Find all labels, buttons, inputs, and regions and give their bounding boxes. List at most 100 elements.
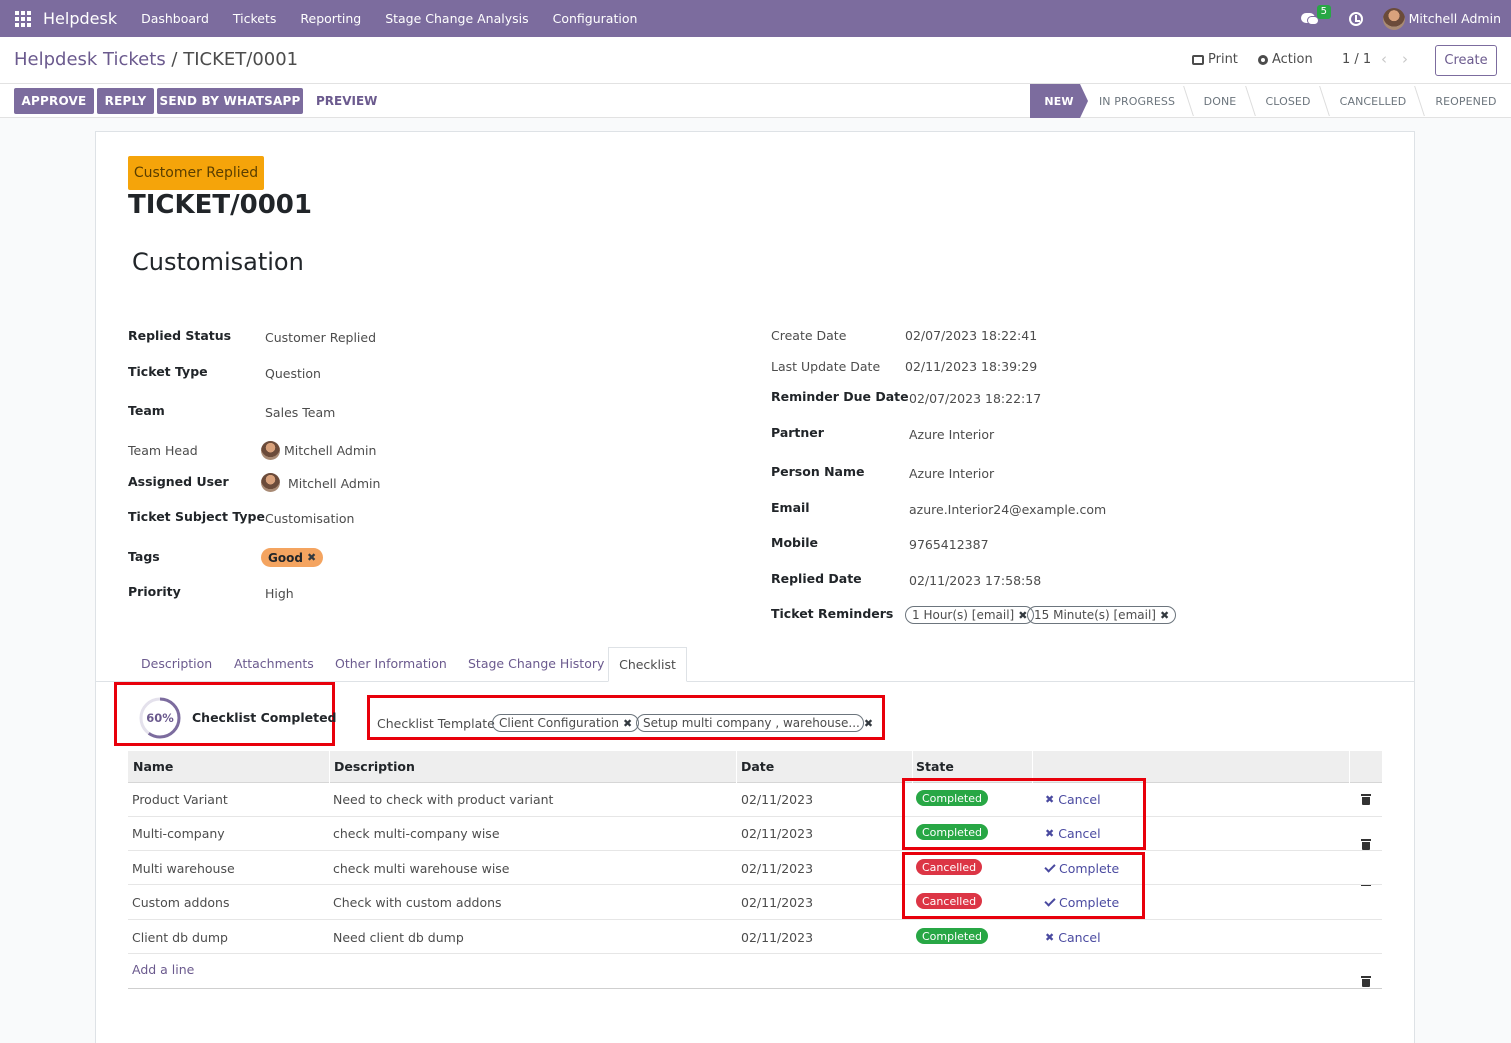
table-row[interactable] [128, 817, 1382, 851]
row-name[interactable]: Custom addons [132, 895, 230, 910]
user-avatar[interactable] [1382, 7, 1405, 30]
stage-cancelled[interactable]: CANCELLED [1339, 94, 1407, 108]
print-button[interactable]: Print [1192, 52, 1238, 67]
priority-value[interactable]: High [265, 586, 294, 601]
last-update-value: 02/11/2023 18:39:29 [905, 359, 1038, 374]
table-row[interactable] [128, 886, 1382, 920]
cancel-label: Cancel [1058, 930, 1101, 945]
checklist-table-header [128, 751, 1382, 783]
replied-status-value[interactable]: Customer Replied [265, 330, 377, 345]
row-name[interactable]: Multi warehouse [132, 861, 235, 876]
menu-dashboard[interactable]: Dashboard [141, 11, 209, 26]
stage-in-progress[interactable]: IN PROGRESS [1098, 94, 1176, 108]
send-by-whatsapp-button[interactable]: SEND BY WHATSAPP [157, 88, 303, 114]
reply-button[interactable]: REPLY [97, 88, 154, 114]
trash-icon[interactable] [1361, 839, 1371, 850]
stage-reopened[interactable]: REOPENED [1435, 94, 1497, 108]
row-date[interactable]: 02/11/2023 [741, 930, 814, 945]
pager-value[interactable]: 1 / 1 [1342, 52, 1372, 67]
reminder-remove-icon[interactable]: ✖ [1159, 608, 1170, 622]
apps-menu-icon[interactable] [15, 10, 31, 27]
template-remove-icon[interactable]: ✖ [622, 716, 633, 730]
reminder-remove-icon[interactable]: ✖ [1018, 608, 1028, 622]
tab-checklist[interactable]: Checklist [608, 647, 687, 682]
app-brand[interactable]: Helpdesk [43, 9, 118, 28]
ticket-subject[interactable]: Customisation [132, 248, 304, 276]
row-description[interactable]: Check with custom addons [333, 895, 502, 910]
assigned-user-value[interactable]: Mitchell Admin [288, 476, 381, 491]
tab-stage-change-history[interactable]: Stage Change History [468, 656, 605, 671]
person-name-value[interactable]: Azure Interior [909, 466, 995, 481]
menu-reporting[interactable]: Reporting [300, 11, 362, 26]
partner-value[interactable]: Azure Interior [909, 427, 995, 442]
stage-new[interactable]: NEW [1030, 84, 1088, 118]
ticket-subject-type-value[interactable]: Customisation [265, 511, 355, 526]
tab-other-information[interactable]: Other Information [335, 656, 447, 671]
column-description[interactable]: Description [334, 759, 415, 774]
complete-button[interactable]: Complete [1044, 861, 1119, 876]
messages-icon[interactable]: 5 [1300, 4, 1331, 27]
approve-button[interactable]: APPROVE [14, 88, 94, 114]
breadcrumb-parent[interactable]: Helpdesk Tickets [14, 49, 166, 70]
replied-date-value[interactable]: 02/11/2023 17:58:58 [909, 573, 1042, 588]
tag-remove-icon[interactable]: ✖ [306, 551, 317, 564]
user-menu[interactable]: Mitchell Admin [1408, 11, 1501, 26]
table-row[interactable] [128, 783, 1382, 817]
tab-description[interactable]: Description [141, 656, 213, 671]
row-description[interactable]: Need to check with product variant [333, 792, 554, 807]
pager-next-icon[interactable]: › [1402, 50, 1408, 68]
row-name[interactable]: Multi-company [132, 826, 225, 841]
state-badge-completed: Completed [916, 790, 988, 806]
template-remove-icon[interactable]: ✖ [863, 716, 874, 730]
pager-previous-icon[interactable]: ‹ [1381, 50, 1387, 68]
menu-tickets[interactable]: Tickets [232, 11, 277, 26]
highlight-box-cancelled-states [902, 852, 1145, 919]
messages-count-badge: 5 [1316, 4, 1331, 19]
cancel-button[interactable]: ✖ Cancel [1045, 930, 1101, 945]
ticket-number: TICKET/0001 [128, 190, 312, 220]
add-line-link[interactable]: Add a line [132, 962, 195, 977]
form-statusbar: APPROVE REPLY SEND BY WHATSAPP PREVIEW N… [0, 84, 1511, 118]
mobile-value[interactable]: 9765412387 [909, 537, 989, 552]
row-date[interactable]: 02/11/2023 [741, 861, 814, 876]
cancel-button[interactable]: ✖ Cancel [1045, 792, 1101, 807]
cancel-button[interactable]: ✖ Cancel [1045, 826, 1101, 841]
preview-button[interactable]: PREVIEW [316, 94, 378, 108]
trash-icon[interactable] [1361, 976, 1371, 987]
x-icon: ✖ [1045, 793, 1055, 806]
email-value[interactable]: azure.Interior24@example.com [909, 502, 1107, 517]
template-tag-label: Setup multi company , warehouse... [643, 716, 860, 730]
row-date[interactable]: 02/11/2023 [741, 895, 814, 910]
row-description[interactable]: Need client db dump [333, 930, 464, 945]
row-description[interactable]: check multi warehouse wise [333, 861, 510, 876]
breadcrumb-separator: / [165, 49, 184, 70]
table-row[interactable] [128, 851, 1382, 885]
column-name[interactable]: Name [133, 759, 174, 774]
activity-clock-icon[interactable] [1348, 11, 1363, 26]
create-button[interactable]: Create [1435, 45, 1497, 76]
column-state[interactable]: State [916, 759, 954, 774]
menu-configuration[interactable]: Configuration [552, 11, 638, 26]
menu-stage-change-analysis[interactable]: Stage Change Analysis [385, 11, 529, 26]
team-value[interactable]: Sales Team [265, 405, 336, 420]
printer-icon [1192, 54, 1204, 65]
table-bottom-border [128, 988, 1382, 989]
row-name[interactable]: Client db dump [132, 930, 228, 945]
row-description[interactable]: check multi-company wise [333, 826, 500, 841]
row-name[interactable]: Product Variant [132, 792, 228, 807]
ticket-type-value[interactable]: Question [265, 366, 321, 381]
stage-closed[interactable]: CLOSED [1265, 94, 1311, 108]
column-date[interactable]: Date [741, 759, 775, 774]
complete-button[interactable]: Complete [1044, 895, 1119, 910]
stage-done[interactable]: DONE [1203, 94, 1237, 108]
action-button[interactable]: Action [1258, 52, 1313, 67]
checklist-template-label: Checklist Template [377, 716, 495, 731]
ticket-subject-type-label: Ticket Subject Type [128, 509, 265, 524]
table-row[interactable] [128, 920, 1382, 954]
highlight-box-completed-states [902, 778, 1146, 850]
row-date[interactable]: 02/11/2023 [741, 826, 814, 841]
reminder-due-value[interactable]: 02/07/2023 18:22:17 [909, 391, 1042, 406]
trash-icon[interactable] [1361, 794, 1371, 805]
tab-attachments[interactable]: Attachments [234, 656, 314, 671]
row-date[interactable]: 02/11/2023 [741, 792, 814, 807]
